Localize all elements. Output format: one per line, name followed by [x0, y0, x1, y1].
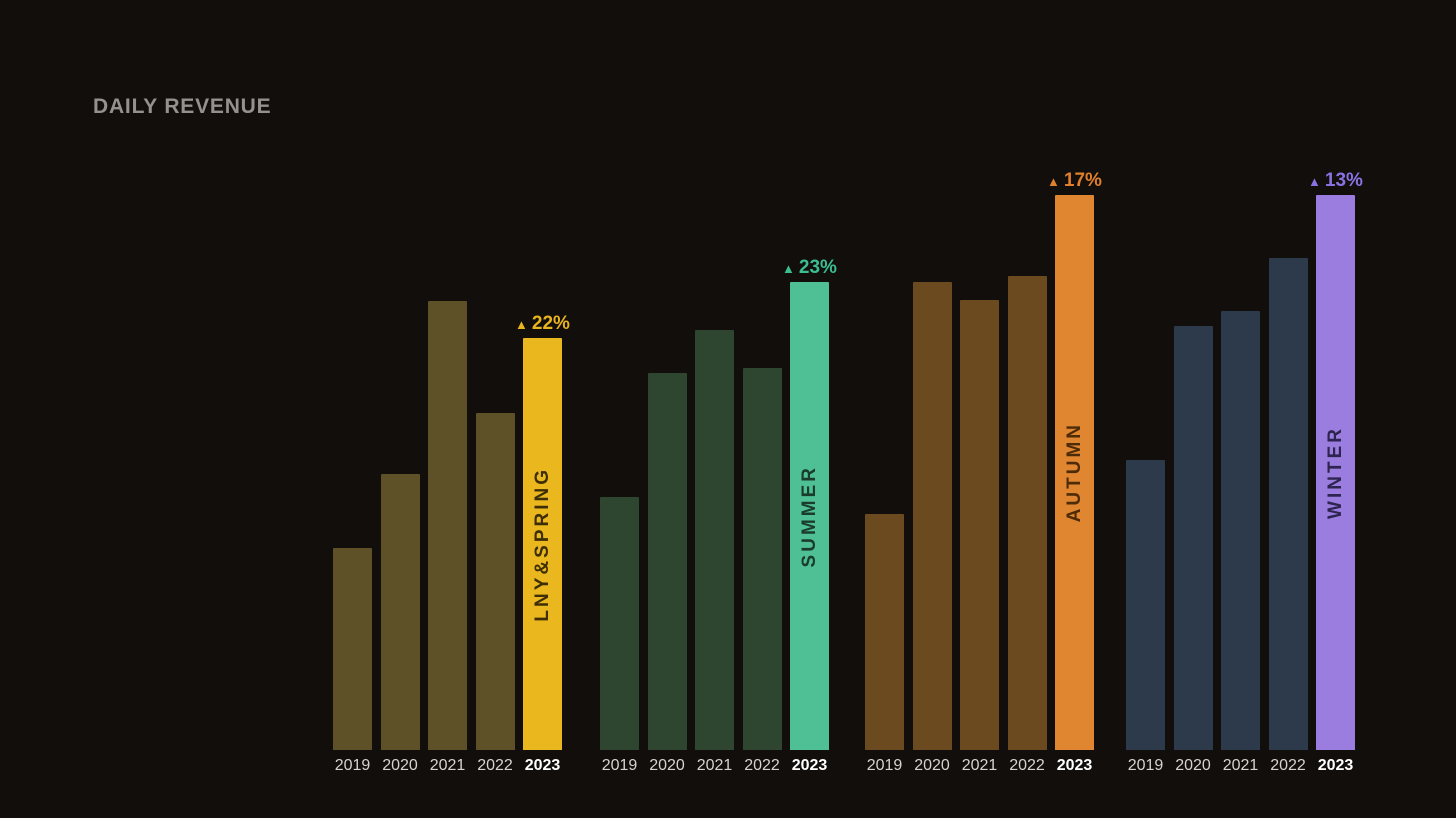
- season-label-winter: WINTER: [1316, 195, 1355, 750]
- year-label-lny-spring-2020: 2020: [382, 757, 418, 774]
- change-value-lny-spring: 22%: [531, 313, 570, 334]
- bar-lny-spring-2021: [428, 301, 467, 750]
- season-label-summer: SUMMER: [790, 282, 829, 750]
- season-label-lny-spring: LNY&SPRING: [523, 338, 562, 750]
- bar-autumn-2020: [912, 282, 952, 750]
- bars-winter: ▲ 13% WINTER: [1126, 170, 1363, 750]
- bar-autumn-2022: [1007, 276, 1047, 750]
- up-triangle-icon: ▲: [1308, 173, 1321, 189]
- year-label-winter-2022: 2022: [1270, 757, 1306, 774]
- up-triangle-icon: ▲: [515, 316, 528, 332]
- bar-summer-2019: [600, 497, 639, 750]
- season-label-text-lny-spring: LNY&SPRING: [531, 466, 553, 622]
- bars-lny-spring: ▲ 22% LNY&SPRING: [333, 180, 570, 750]
- year-label-lny-spring-2021: 2021: [429, 757, 466, 774]
- year-label-winter-2020: 2020: [1175, 757, 1211, 774]
- change-value-winter: 13%: [1324, 170, 1363, 191]
- bars-autumn: ▲ 17% AUTUMN: [865, 170, 1102, 750]
- year-label-lny-spring-2022: 2022: [477, 757, 513, 774]
- year-labels-autumn: 2019 2020 2021 2022 2023: [865, 757, 1094, 775]
- bars-summer: ▲ 23% SUMMER: [600, 180, 837, 750]
- bar-winter-2019: [1126, 460, 1165, 750]
- bar-winter-2021: [1221, 311, 1260, 750]
- bar-winter-2022: [1268, 258, 1308, 750]
- year-label-summer-2021: 2021: [696, 757, 733, 774]
- bar-summer-2023: ▲ 23% SUMMER: [782, 257, 837, 750]
- season-label-text-autumn: AUTUMN: [1063, 422, 1085, 523]
- year-label-summer-2023: 2023: [791, 757, 828, 774]
- year-label-autumn-2023: 2023: [1056, 757, 1093, 774]
- bar-summer-2020: [647, 373, 687, 750]
- change-badge-winter: ▲ 13%: [1308, 170, 1363, 192]
- year-label-lny-spring-2023: 2023: [524, 757, 561, 774]
- bar-lny-spring-2019: [333, 548, 372, 750]
- year-labels-summer: 2019 2020 2021 2022 2023: [600, 757, 829, 775]
- year-label-summer-2022: 2022: [744, 757, 780, 774]
- bar-lny-spring-2022: [475, 413, 515, 750]
- bar-lny-spring-2020: [380, 474, 420, 750]
- year-label-autumn-2020: 2020: [914, 757, 950, 774]
- change-value-summer: 23%: [798, 257, 837, 278]
- change-badge-lny-spring: ▲ 22%: [515, 313, 570, 335]
- up-triangle-icon: ▲: [782, 260, 795, 276]
- bar-winter-2023: ▲ 13% WINTER: [1308, 170, 1363, 750]
- year-labels-lny-spring: 2019 2020 2021 2022 2023: [333, 757, 562, 775]
- season-label-text-summer: SUMMER: [798, 464, 820, 568]
- revenue-bar-chart: ▲ 22% LNY&SPRING 2019 2020 2021 2022 2023 ▲ 23% SU…: [333, 170, 1363, 775]
- up-triangle-icon: ▲: [1047, 173, 1060, 189]
- season-group-summer: ▲ 23% SUMMER 2019 2020 2021 2022 2023: [600, 180, 837, 775]
- year-label-winter-2023: 2023: [1317, 757, 1354, 774]
- bar-autumn-2019: [865, 514, 904, 750]
- bar-summer-2022: [742, 368, 782, 750]
- season-label-text-winter: WINTER: [1324, 426, 1346, 519]
- bar-lny-spring-2023: ▲ 22% LNY&SPRING: [515, 313, 570, 750]
- year-label-lny-spring-2019: 2019: [334, 757, 371, 774]
- year-label-autumn-2022: 2022: [1009, 757, 1045, 774]
- year-label-winter-2019: 2019: [1127, 757, 1164, 774]
- chart-title: DAILY REVENUE: [93, 95, 272, 118]
- bar-autumn-2021: [960, 300, 999, 750]
- season-group-autumn: ▲ 17% AUTUMN 2019 2020 2021 2022 2023: [865, 170, 1102, 775]
- change-badge-summer: ▲ 23%: [782, 257, 837, 279]
- bar-summer-2021: [695, 330, 734, 750]
- year-label-autumn-2021: 2021: [961, 757, 998, 774]
- season-label-autumn: AUTUMN: [1055, 195, 1094, 750]
- change-badge-autumn: ▲ 17%: [1047, 170, 1102, 192]
- year-labels-winter: 2019 2020 2021 2022 2023: [1126, 757, 1355, 775]
- year-label-autumn-2019: 2019: [866, 757, 903, 774]
- season-group-lny-spring: ▲ 22% LNY&SPRING 2019 2020 2021 2022 2023: [333, 180, 570, 775]
- change-value-autumn: 17%: [1063, 170, 1102, 191]
- year-label-summer-2019: 2019: [601, 757, 638, 774]
- year-label-winter-2021: 2021: [1222, 757, 1259, 774]
- season-group-winter: ▲ 13% WINTER 2019 2020 2021 2022 2023: [1126, 170, 1363, 775]
- bar-autumn-2023: ▲ 17% AUTUMN: [1047, 170, 1102, 750]
- bar-winter-2020: [1173, 326, 1213, 750]
- year-label-summer-2020: 2020: [649, 757, 685, 774]
